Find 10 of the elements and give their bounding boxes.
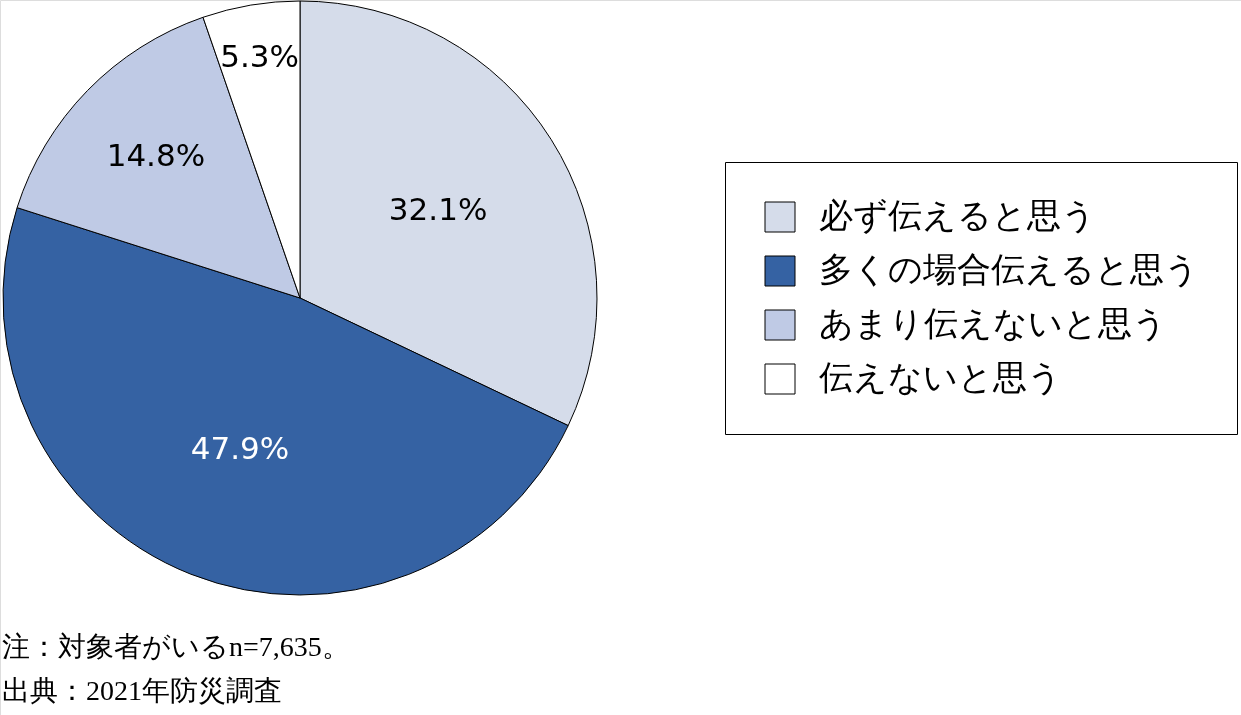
legend-label: あまり伝えないと思う [819,303,1167,343]
data-label: 5.3% [220,37,300,74]
text: 注：対象者がいるn=7,635。 [2,631,350,662]
legend-label: 伝えないと思う [819,357,1062,397]
source-note: 出典：2021年防災調査 [2,675,282,706]
legend-label: 多くの場合伝えると思う [819,249,1199,289]
data-label: 32.1% [388,190,488,227]
data-label: 14.8% [106,137,206,174]
legend-label: 必ず伝えると思う [819,195,1096,235]
data-label: 47.9% [190,429,290,466]
